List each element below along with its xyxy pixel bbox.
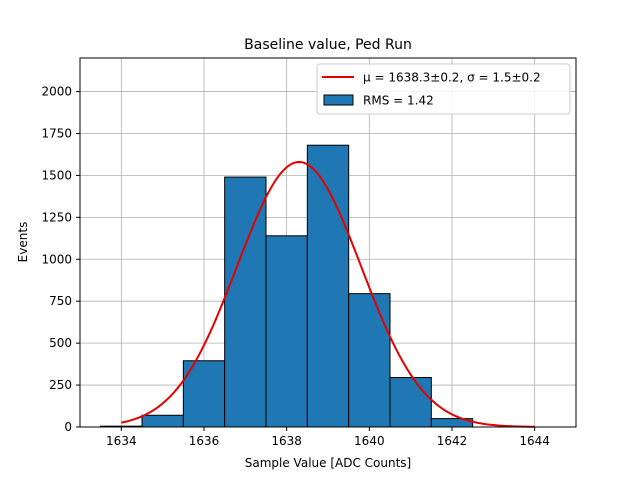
x-axis-ticks: 1634 1636 1638 1640 1642 1644: [106, 427, 550, 448]
gaussian-fit-curve: [121, 160, 535, 428]
x-tick-label: 1634: [106, 434, 137, 448]
legend-histogram-label: RMS = 1.42: [363, 94, 434, 108]
chart-title: Baseline value, Ped Run: [244, 37, 412, 53]
plot-frame: [79, 57, 577, 428]
histogram-bar: [224, 176, 267, 428]
x-tick-label: 1642: [437, 434, 468, 448]
histogram-bars: [100, 144, 474, 428]
histogram-bar: [348, 293, 391, 428]
y-tick-label: 2000: [41, 85, 72, 99]
histogram-bar: [265, 235, 308, 428]
y-tick-label: 1250: [41, 210, 72, 224]
x-tick-label: 1644: [519, 434, 550, 448]
y-tick-label: 1000: [41, 252, 72, 266]
legend-histogram-swatch: [323, 94, 354, 106]
y-tick-label: 500: [49, 336, 72, 350]
y-axis-ticks: 0 250 500 750 1000 1250 1500 1750 2000: [41, 85, 80, 434]
y-tick-label: 250: [49, 378, 72, 392]
x-axis-label: Sample Value [ADC Counts]: [245, 456, 411, 470]
y-axis-label: Events: [16, 222, 30, 263]
histogram-bar: [306, 144, 350, 428]
y-tick-label: 1500: [41, 168, 72, 182]
x-tick-label: 1636: [189, 434, 220, 448]
x-tick-label: 1638: [271, 434, 302, 448]
legend-fit-label: μ = 1638.3±0.2, σ = 1.5±0.2: [363, 71, 541, 85]
histogram-bar: [389, 377, 432, 428]
y-tick-label: 1750: [41, 126, 72, 140]
histogram-bar: [141, 414, 184, 428]
x-tick-label: 1640: [354, 434, 385, 448]
y-tick-label: 0: [64, 420, 72, 434]
legend: μ = 1638.3±0.2, σ = 1.5±0.2 RMS = 1.42: [316, 63, 571, 115]
legend-box: [316, 63, 571, 115]
y-tick-label: 750: [49, 294, 72, 308]
